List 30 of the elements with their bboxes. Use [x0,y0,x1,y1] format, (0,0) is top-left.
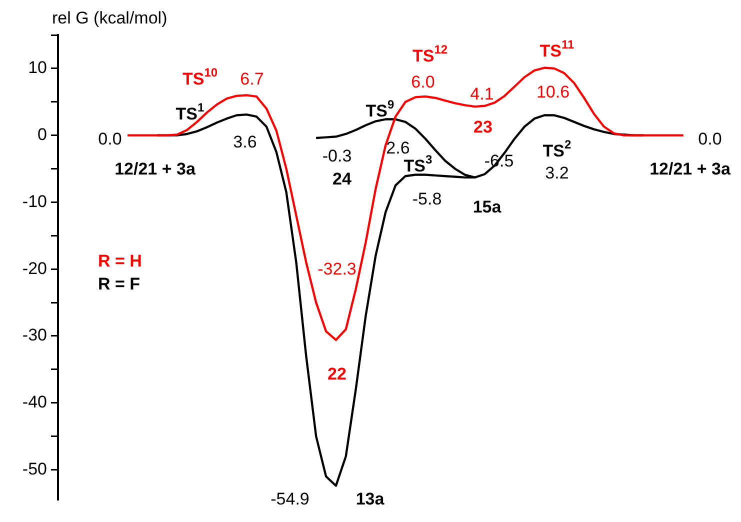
annotation: 24 [332,170,352,189]
annotation: -54.9 [270,490,310,509]
annotation: 4.1 [470,84,494,104]
y-axis-title: rel G (kcal/mol) [52,8,168,28]
y-tick-label: -10 [22,192,47,211]
y-tick-label: -20 [22,258,47,278]
annotation: 6.0 [411,72,435,92]
annotation: 15a [472,198,502,217]
annotation: -5.8 [412,190,442,209]
text: R = F [98,274,140,294]
annotation: -0.3 [322,146,352,166]
annotation: 23 [474,118,492,137]
annotation: 3.2 [545,164,569,183]
annotation: 3.6 [233,132,257,152]
y-tick-label: 0 [38,125,47,144]
annotation: 12/21 + 3a [114,160,196,179]
annotation: 0.0 [98,130,122,149]
annotation: 2.6 [386,138,410,158]
annotation: 13a [356,490,385,509]
y-tick-label: -30 [22,326,47,345]
annotation: 22 [328,364,346,384]
annotation: 0.0 [698,130,722,149]
text: R = H [98,252,142,271]
annotation: 12/21 + 3a [650,160,731,179]
y-tick-label: -40 [22,392,47,412]
annotation: 10.6 [536,82,570,102]
y-tick-label: 10 [28,58,47,78]
y-tick-label: -50 [22,459,47,478]
annotation: -32.3 [318,260,356,279]
annotation: 6.7 [240,70,264,89]
